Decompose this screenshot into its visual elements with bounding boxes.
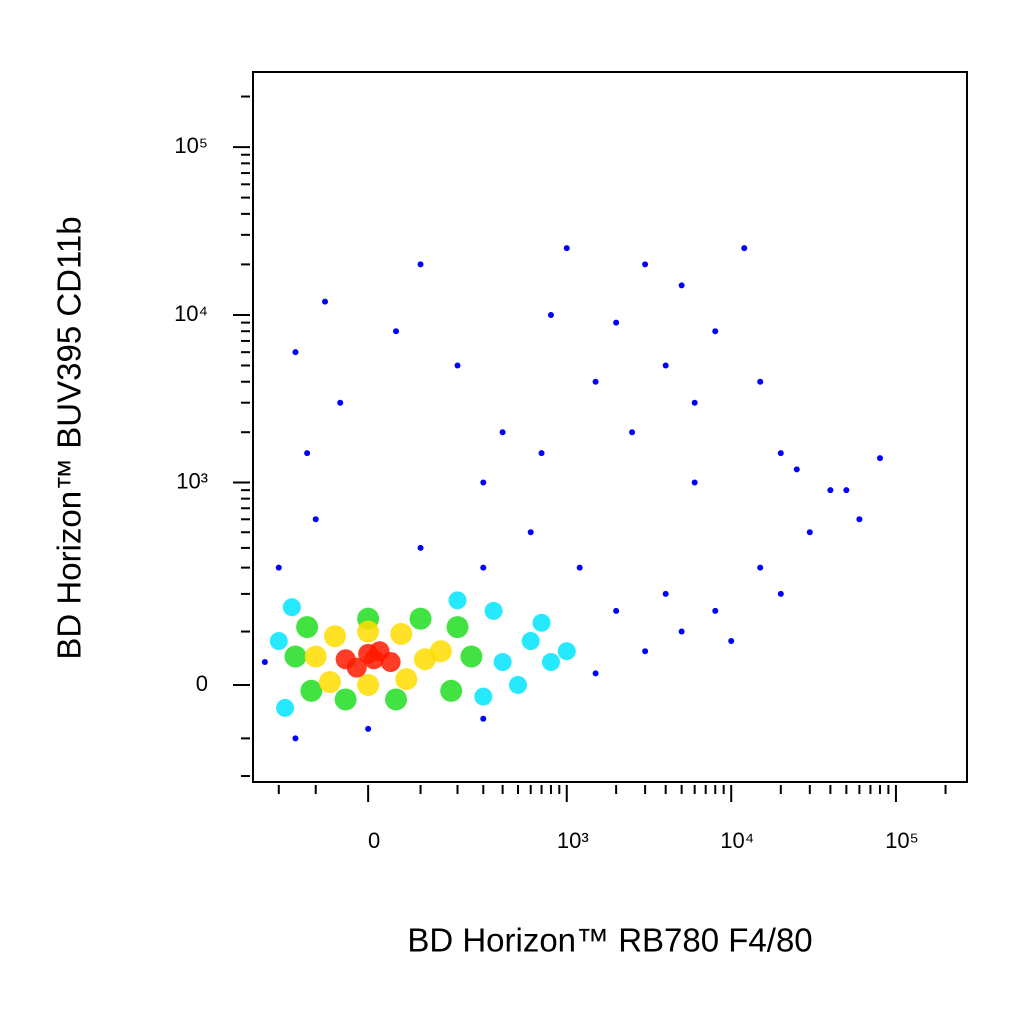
point (292, 735, 299, 742)
point (576, 564, 583, 571)
point (538, 450, 545, 457)
points (261, 245, 883, 742)
x-axis-title: BD Horizon™ RB780 F4/80 (407, 922, 812, 959)
point (499, 429, 506, 436)
point (304, 450, 311, 457)
point (318, 671, 341, 694)
point (365, 725, 372, 732)
point (642, 261, 649, 268)
x-tick-label: 10⁵ (885, 828, 919, 853)
point (480, 715, 487, 722)
point (777, 590, 784, 597)
point (474, 687, 493, 706)
point (282, 598, 301, 617)
x-tick-label: 10⁴ (720, 828, 754, 853)
point (691, 479, 698, 486)
point (395, 668, 418, 691)
point (357, 673, 380, 696)
point (547, 311, 554, 318)
x-tick-label: 10³ (557, 828, 589, 853)
point (304, 645, 327, 668)
point (642, 648, 649, 655)
point (806, 529, 813, 536)
point (493, 653, 512, 672)
point (557, 642, 576, 661)
point (337, 399, 344, 406)
point (712, 607, 719, 614)
point (777, 450, 784, 457)
point (541, 653, 560, 672)
point (261, 659, 268, 666)
point (662, 590, 669, 597)
point (323, 625, 346, 648)
x-tick-label: 0 (368, 828, 380, 853)
point (757, 378, 764, 385)
point (322, 298, 329, 305)
point (728, 638, 735, 645)
point (312, 516, 319, 523)
point (275, 564, 282, 571)
point (532, 613, 551, 632)
point (393, 328, 400, 335)
point (521, 632, 540, 651)
point (417, 261, 424, 268)
point (613, 319, 620, 326)
point (508, 675, 527, 694)
point (662, 362, 669, 369)
y-tick-label: 10⁵ (174, 133, 208, 158)
point (691, 399, 698, 406)
point (563, 245, 570, 252)
point (454, 362, 461, 369)
point (592, 670, 599, 677)
point (448, 591, 467, 610)
point (678, 628, 685, 635)
point (363, 649, 384, 670)
point (613, 607, 620, 614)
y-tick-label: 0 (196, 671, 208, 696)
point (296, 616, 319, 639)
y-tick-label: 10⁴ (174, 301, 208, 326)
point (292, 349, 299, 356)
point (357, 620, 380, 643)
point (741, 245, 748, 252)
point (856, 516, 863, 523)
point (409, 607, 432, 630)
point (440, 679, 463, 702)
point (827, 487, 834, 494)
point (876, 455, 883, 462)
point (446, 616, 469, 639)
point (484, 601, 503, 620)
point (757, 564, 764, 571)
point (592, 378, 599, 385)
point (480, 564, 487, 571)
point (269, 632, 288, 651)
point (429, 640, 452, 663)
point (417, 544, 424, 551)
point (480, 479, 487, 486)
point (390, 622, 413, 645)
point (284, 645, 307, 668)
point (629, 429, 636, 436)
point (843, 487, 850, 494)
point (276, 698, 295, 717)
point (385, 688, 408, 711)
point (527, 529, 534, 536)
point (460, 645, 483, 668)
y-axis-title: BD Horizon™ BUV395 CD11b (51, 216, 88, 659)
point (334, 688, 357, 711)
point (300, 679, 323, 702)
point (712, 328, 719, 335)
point (793, 466, 800, 473)
y-tick-label: 10³ (176, 468, 208, 493)
point (678, 282, 685, 289)
point (346, 657, 367, 678)
